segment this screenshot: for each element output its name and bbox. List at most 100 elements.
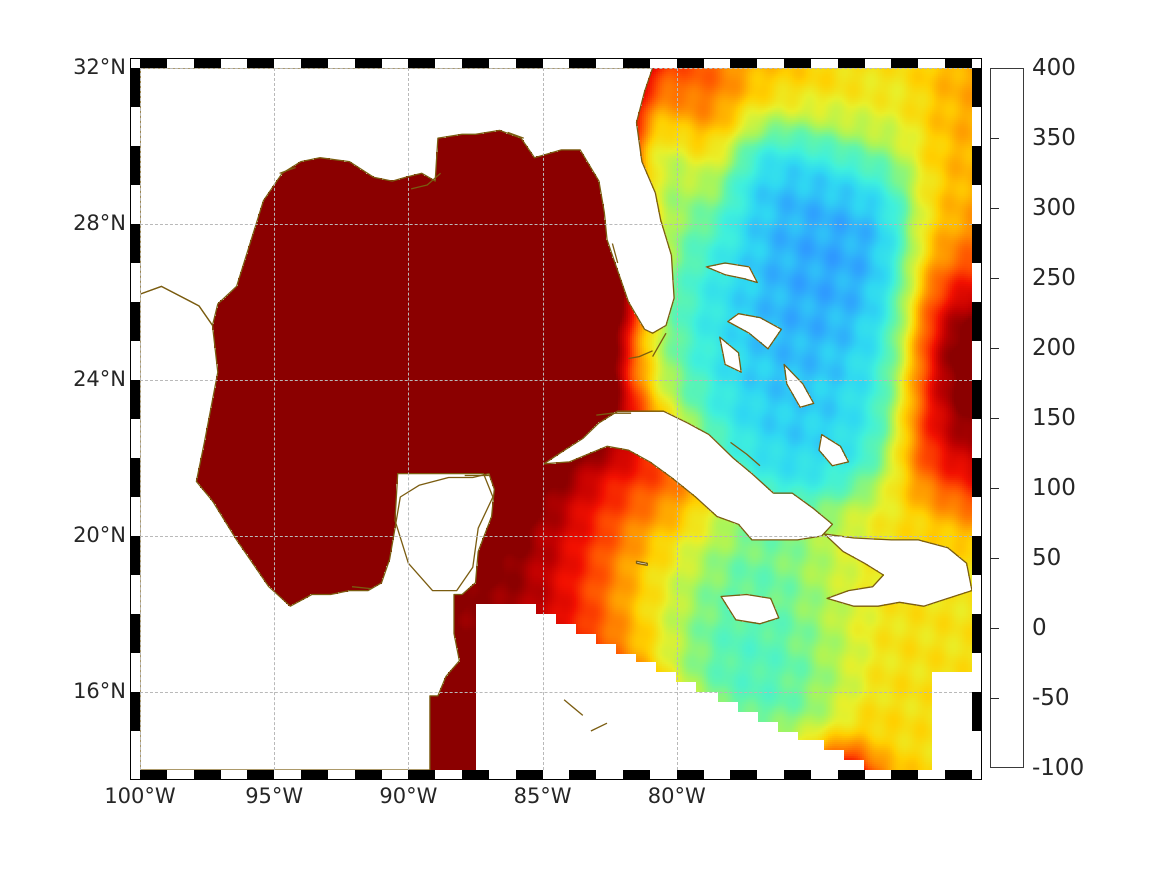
colorbar-tick-label: 300 xyxy=(1032,195,1076,221)
colorbar-tick xyxy=(990,138,999,139)
border-segment xyxy=(131,614,140,653)
colorbar-tick xyxy=(990,628,999,629)
border-segment xyxy=(784,59,811,68)
border-segment xyxy=(972,68,981,107)
border-segment xyxy=(730,59,758,68)
border-segment xyxy=(131,302,140,341)
coastline xyxy=(783,363,815,408)
border-segment xyxy=(131,224,140,263)
border-segment xyxy=(193,770,221,779)
border-segment xyxy=(972,224,981,263)
border-segment xyxy=(730,770,758,779)
coastline xyxy=(818,433,850,467)
border-segment xyxy=(837,770,865,779)
latitude-label: 16°N xyxy=(73,679,126,703)
coastline xyxy=(628,350,653,360)
border-segment xyxy=(131,146,140,185)
border-segment xyxy=(945,59,972,68)
border-segment xyxy=(972,692,981,731)
longitude-label: 100°W xyxy=(104,784,176,808)
border-segment xyxy=(569,770,597,779)
colorbar-tick xyxy=(990,348,999,349)
latitude-label: 32°N xyxy=(73,55,126,79)
border-segment xyxy=(131,68,140,107)
coastline xyxy=(507,131,525,139)
border-segment xyxy=(972,614,981,653)
border-segment xyxy=(354,59,382,68)
map-axes xyxy=(130,58,982,780)
heatmap-raster xyxy=(140,68,972,770)
colorbar-tick-label: 100 xyxy=(1032,475,1076,501)
colorbar-tick-label: 250 xyxy=(1032,265,1076,291)
colorbar-tick-label: 50 xyxy=(1032,545,1062,571)
coastline xyxy=(720,593,780,625)
border-segment xyxy=(462,59,489,68)
border-segment xyxy=(972,380,981,419)
colorbar-tick-label: 0 xyxy=(1032,615,1047,641)
border-segment xyxy=(623,770,650,779)
coastline xyxy=(730,441,761,467)
longitude-label: 95°W xyxy=(245,784,304,808)
coastline xyxy=(596,412,632,416)
coastline xyxy=(140,68,675,334)
colorbar-tick xyxy=(990,418,999,419)
coastline xyxy=(727,313,783,350)
longitude-label: 85°W xyxy=(513,784,572,808)
border-top xyxy=(131,59,981,68)
colorbar-tick xyxy=(990,278,999,279)
border-left xyxy=(131,59,140,779)
colorbar-tick-label: 400 xyxy=(1032,55,1076,81)
coastline xyxy=(563,699,584,716)
coastline xyxy=(543,410,834,541)
border-segment xyxy=(247,770,275,779)
border-segment xyxy=(972,146,981,185)
colorbar-tick xyxy=(990,698,999,699)
border-segment xyxy=(354,770,382,779)
border-segment xyxy=(247,59,275,68)
latitude-label: 24°N xyxy=(73,367,126,391)
latitude-label: 20°N xyxy=(73,523,126,547)
coastline-overlay xyxy=(140,68,972,770)
colorbar-tick-label: 150 xyxy=(1032,405,1076,431)
border-segment xyxy=(972,302,981,341)
border-segment xyxy=(131,458,140,497)
colorbar-tick xyxy=(990,208,999,209)
latitude-label: 28°N xyxy=(73,211,126,235)
border-segment xyxy=(140,770,167,779)
border-segment xyxy=(676,59,704,68)
border-segment xyxy=(891,770,919,779)
coastline xyxy=(611,243,619,264)
coastline xyxy=(140,68,495,770)
colorbar-tick-label: 350 xyxy=(1032,125,1076,151)
coastline xyxy=(410,172,442,190)
border-segment xyxy=(569,59,597,68)
border-segment xyxy=(945,770,972,779)
border-segment xyxy=(891,59,919,68)
border-segment xyxy=(837,59,865,68)
colorbar-tick xyxy=(990,488,999,489)
border-segment xyxy=(515,770,543,779)
map-plot-area xyxy=(140,68,972,770)
colorbar-tick-label: -100 xyxy=(1032,755,1085,781)
border-segment xyxy=(193,59,221,68)
longitude-label: 90°W xyxy=(379,784,438,808)
coastline xyxy=(635,560,648,566)
border-segment xyxy=(140,59,167,68)
border-segment xyxy=(676,770,704,779)
coastline xyxy=(719,336,742,373)
border-segment xyxy=(784,770,811,779)
coastline xyxy=(394,472,494,592)
border-segment xyxy=(408,59,436,68)
coastline xyxy=(351,586,371,590)
border-segment xyxy=(408,770,436,779)
coastline xyxy=(823,533,972,607)
colorbar-tick-label: 200 xyxy=(1032,335,1076,361)
colorbar-tick-label: -50 xyxy=(1032,685,1070,711)
border-segment xyxy=(462,770,489,779)
longitude-label: 80°W xyxy=(647,784,706,808)
coastline xyxy=(705,262,758,284)
border-segment xyxy=(131,692,140,731)
border-right xyxy=(972,59,981,779)
coastline xyxy=(279,166,296,174)
border-segment xyxy=(131,536,140,575)
